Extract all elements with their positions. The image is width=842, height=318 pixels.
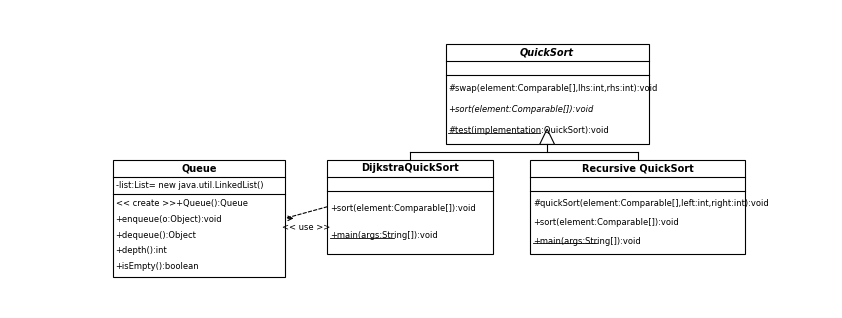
Text: +isEmpty():boolean: +isEmpty():boolean <box>115 262 199 271</box>
Text: +sort(element:Comparable[]):void: +sort(element:Comparable[]):void <box>330 204 476 213</box>
Text: +sort(element:Comparable[]):void: +sort(element:Comparable[]):void <box>533 218 679 227</box>
Text: #quickSort(element:Comparable[],left:int,right:int):void: #quickSort(element:Comparable[],left:int… <box>533 198 769 208</box>
Text: Recursive QuickSort: Recursive QuickSort <box>582 163 694 173</box>
Polygon shape <box>540 129 555 144</box>
Text: +dequeue():Object: +dequeue():Object <box>115 231 196 240</box>
Bar <box>445 44 648 144</box>
Text: << create >>+Queue():Queue: << create >>+Queue():Queue <box>115 199 248 208</box>
Text: +main(args:String[]):void: +main(args:String[]):void <box>533 237 641 246</box>
Text: #test(implementation:QuickSort):void: #test(implementation:QuickSort):void <box>448 126 609 135</box>
Text: +depth():int: +depth():int <box>115 246 168 255</box>
Bar <box>328 160 493 254</box>
Text: +sort(element:Comparable[]):void: +sort(element:Comparable[]):void <box>448 105 594 114</box>
Text: QuickSort: QuickSort <box>520 48 574 58</box>
Text: << use >>: << use >> <box>282 224 330 232</box>
Text: +main(args:String[]):void: +main(args:String[]):void <box>330 232 438 240</box>
Text: -list:List= new java.util.LinkedList(): -list:List= new java.util.LinkedList() <box>115 181 263 190</box>
Text: DijkstraQuickSort: DijkstraQuickSort <box>361 163 459 173</box>
Bar <box>113 160 285 277</box>
Text: Queue: Queue <box>181 163 216 173</box>
Text: +enqueue(o:Object):void: +enqueue(o:Object):void <box>115 215 222 224</box>
Bar <box>530 160 745 254</box>
Text: #swap(element:Comparable[],lhs:int,rhs:int):void: #swap(element:Comparable[],lhs:int,rhs:i… <box>448 84 658 93</box>
